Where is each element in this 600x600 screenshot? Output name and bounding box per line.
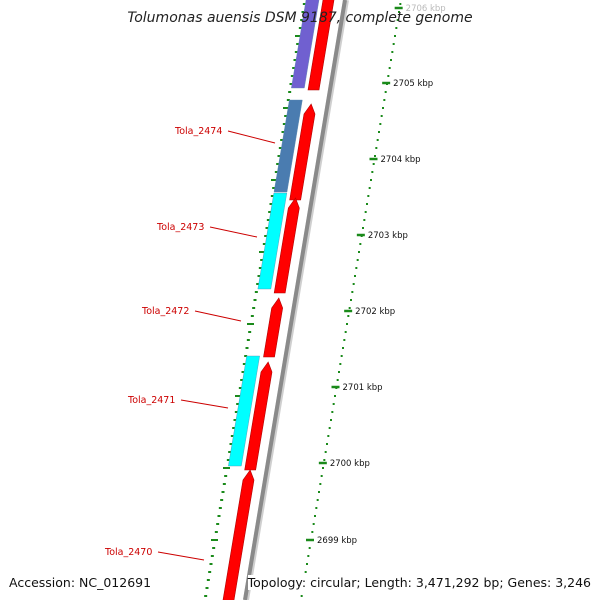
- reverse-strand-genes: [228, 0, 320, 467]
- scale-labels: 2706 kbp 2705 kbp 2704 kbp 2703 kbp 2702 kbp…: [306, 4, 446, 546]
- reverse-gene-block: [257, 192, 288, 290]
- gene-label[interactable]: Tola_2470: [104, 547, 152, 558]
- forward-strand-genes: [222, 0, 335, 600]
- gc-skew-dots: [204, 3, 306, 597]
- gene-label-leader: [194, 310, 242, 322]
- genome-title: Tolumonas auensis DSM 9187, complete gen…: [127, 10, 473, 26]
- reverse-gene-block: [273, 99, 303, 193]
- forward-gene-arrow: [244, 361, 273, 471]
- gene-label[interactable]: Tola_2471: [127, 395, 175, 406]
- scale-label: 2702 kbp: [355, 307, 395, 317]
- topology-summary-text: Topology: circular; Length: 3,471,292 bp…: [247, 575, 591, 590]
- forward-gene-arrow: [273, 197, 300, 294]
- gene-label-leader: [157, 551, 205, 561]
- scale-dotted-line: [300, 3, 402, 597]
- scale-label: 2701 kbp: [343, 383, 383, 393]
- backbone-line: [243, 0, 347, 600]
- scale-label: 2700 kbp: [330, 459, 370, 469]
- forward-gene-arrow: [307, 0, 335, 91]
- genome-backbone: [243, 0, 349, 600]
- accession-text: Accession: NC_012691: [9, 575, 152, 590]
- gene-label[interactable]: Tola_2473: [156, 222, 204, 233]
- gene-label-leader: [227, 130, 276, 144]
- forward-gene-arrow: [263, 297, 283, 358]
- forward-gene-arrow: [289, 103, 316, 201]
- gene-label-leader: [209, 226, 258, 238]
- reverse-gene-block: [228, 355, 260, 467]
- reverse-gene-block: [291, 0, 320, 89]
- forward-gene-arrow: [222, 469, 255, 600]
- gene-label[interactable]: Tola_2474: [174, 126, 222, 137]
- scale-label: 2704 kbp: [381, 155, 421, 165]
- scale-label: 2699 kbp: [317, 536, 357, 546]
- gene-labels: Tola_2474 Tola_2473 Tola_2472 Tola_2471 Tola…: [104, 126, 276, 561]
- scale-label: 2706 kbp: [406, 4, 446, 14]
- gene-label[interactable]: Tola_2472: [141, 306, 189, 317]
- scale-label: 2703 kbp: [368, 231, 408, 241]
- scale-label: 2705 kbp: [393, 79, 433, 89]
- gene-label-leader: [180, 399, 229, 409]
